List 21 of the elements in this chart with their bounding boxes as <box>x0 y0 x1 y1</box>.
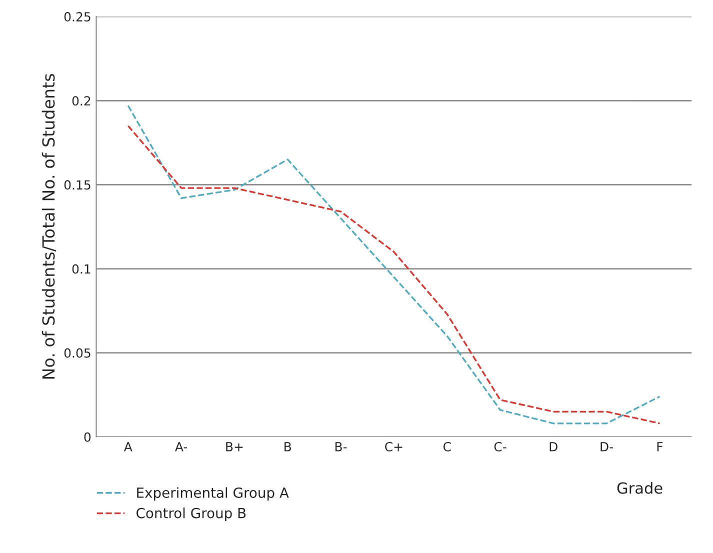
x-tick-label: C- <box>494 442 506 452</box>
legend-label: Experimental Group A <box>137 487 289 501</box>
x-tick-label: A <box>124 442 132 452</box>
x-tick-label: B <box>284 442 292 452</box>
x-tick-label: C+ <box>385 442 402 452</box>
x-axis-title: Grade <box>617 482 662 494</box>
x-tick-label: A- <box>175 442 188 452</box>
y-tick-label: 0.15 <box>64 180 90 190</box>
y-tick-label: 0.2 <box>72 96 90 106</box>
x-tick-label: C <box>443 442 451 452</box>
x-tick-label: B+ <box>226 442 243 452</box>
x-tick-label: D <box>550 442 558 452</box>
x-tick-label: B- <box>335 442 347 452</box>
legend-label: Control Group B <box>136 508 246 522</box>
y-tick-label: 0.05 <box>64 348 90 358</box>
y-tick-label: 0.25 <box>64 12 90 22</box>
x-tick-label: D- <box>600 442 614 452</box>
y-tick-label: 0 <box>84 432 91 442</box>
y-tick-label: 0.1 <box>72 264 90 274</box>
y-axis-title: No. of Students/Total No. of Students <box>42 74 56 379</box>
x-tick-label: F <box>657 442 663 452</box>
